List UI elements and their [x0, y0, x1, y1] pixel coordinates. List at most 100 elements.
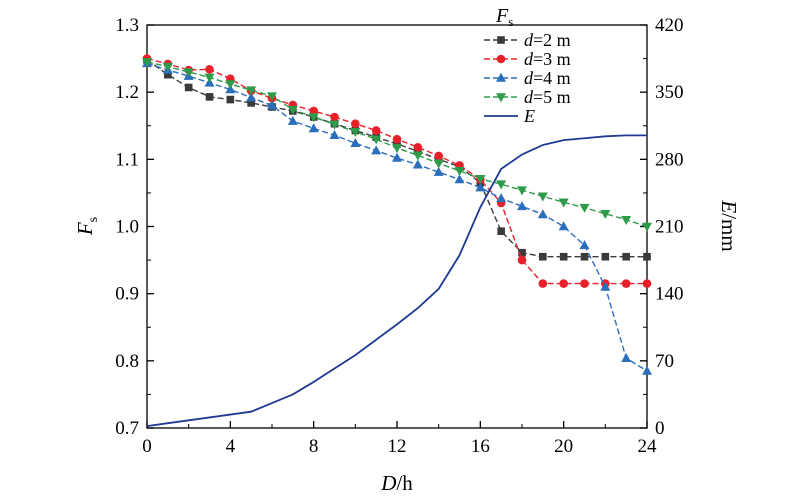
series-4: [142, 58, 652, 232]
data-point: [433, 159, 444, 169]
series-line: [146, 134, 647, 427]
x-axis-title: D/h: [380, 471, 413, 495]
left-y-tick-label: 1.1: [115, 149, 139, 170]
data-point: [475, 182, 486, 192]
legend-entry: d=3 m: [484, 49, 571, 69]
data-point: [517, 255, 527, 265]
data-point: [308, 123, 319, 133]
data-point: [538, 279, 548, 288]
plot-frame: [146, 24, 648, 429]
data-point: [475, 175, 486, 185]
right-y-tick-label: 70: [655, 351, 674, 372]
left-y-tick-label: 0.8: [115, 351, 139, 372]
right-y-tick-label: 0: [655, 418, 665, 439]
data-point: [351, 119, 360, 129]
data-point: [142, 58, 152, 68]
data-point: [392, 134, 402, 144]
data-point: [454, 174, 465, 184]
legend-swatch-marker: [496, 93, 506, 103]
data-point: [642, 365, 652, 375]
legend: Fs d=2 md=3 md=4 md=5 mE: [484, 5, 571, 126]
x-tick-label: 24: [638, 436, 658, 457]
data-point: [246, 92, 257, 102]
data-point: [518, 248, 526, 257]
data-point: [537, 192, 548, 202]
data-point: [580, 252, 589, 261]
x-axis: 0 4 8 12 16 20 24: [142, 421, 657, 457]
data-point: [496, 180, 507, 190]
data-point: [164, 70, 172, 79]
data-point: [225, 80, 236, 90]
data-point: [642, 222, 652, 232]
data-point: [392, 152, 402, 162]
data-point: [205, 65, 214, 74]
data-point: [247, 99, 255, 107]
series-5: [146, 134, 647, 427]
data-point: [517, 201, 527, 211]
data-point: [559, 252, 568, 261]
right-y-axis-title: E/mm: [717, 199, 741, 251]
data-point: [559, 279, 568, 288]
data-point: [350, 138, 361, 148]
right-y-tick-label: 210: [655, 217, 684, 238]
left-y-axis-title: Fs: [73, 217, 101, 236]
data-point: [329, 129, 340, 139]
data-point: [579, 203, 590, 213]
x-tick-label: 0: [142, 436, 152, 457]
left-y-tick-label: 1.2: [115, 82, 139, 103]
left-y-axis: 0.7 0.8 0.9 1.0 1.1 1.2 1.3: [115, 15, 154, 439]
left-y-tick-label: 1.0: [115, 217, 139, 238]
data-point: [329, 120, 340, 130]
data-point: [579, 240, 590, 250]
left-y-tick-label: 0.9: [115, 284, 139, 305]
data-point: [371, 145, 382, 155]
data-point: [330, 112, 339, 122]
data-point: [350, 127, 361, 137]
x-tick-label: 4: [226, 436, 236, 457]
data-point: [497, 227, 505, 236]
data-point: [496, 193, 507, 203]
legend-label: d=2 m: [524, 30, 571, 50]
legend-entry: E: [484, 106, 535, 126]
data-point: [622, 252, 630, 261]
data-point: [642, 279, 652, 288]
data-point: [600, 281, 611, 291]
data-point: [558, 198, 569, 208]
series-line: [146, 57, 647, 285]
data-point: [434, 151, 443, 161]
data-point: [287, 115, 298, 125]
legend-label: E: [523, 106, 535, 126]
data-point: [412, 159, 423, 169]
data-point: [162, 62, 173, 72]
data-point: [392, 144, 402, 154]
data-point: [205, 93, 214, 101]
data-point: [621, 279, 631, 288]
legend-title: Fs: [495, 5, 513, 29]
right-y-tick-label: 420: [655, 15, 684, 36]
data-point: [600, 209, 611, 219]
data-point: [204, 73, 215, 83]
x-tick-label: 12: [388, 436, 407, 457]
left-y-tick-label: 1.3: [115, 15, 139, 36]
legend-label: d=5 m: [524, 87, 571, 107]
right-y-axis: 0 70 140 210 280 350 420: [640, 15, 684, 439]
x-tick-label: 20: [554, 436, 573, 457]
data-point: [371, 135, 382, 145]
series-2: [142, 54, 652, 288]
series-layer: [142, 54, 652, 427]
x-tick-label: 8: [309, 436, 319, 457]
right-y-tick-label: 140: [655, 284, 684, 305]
data-point: [309, 106, 318, 116]
legend-swatch-marker: [497, 36, 505, 44]
legend-entry: d=2 m: [484, 30, 571, 50]
legend-swatch-marker: [496, 72, 506, 82]
data-point: [412, 151, 423, 161]
data-point: [287, 105, 298, 115]
data-point: [184, 83, 193, 92]
data-point: [537, 209, 548, 219]
right-y-tick-label: 350: [655, 82, 684, 103]
data-point: [539, 252, 547, 261]
data-point: [454, 166, 465, 176]
data-point: [413, 142, 423, 152]
